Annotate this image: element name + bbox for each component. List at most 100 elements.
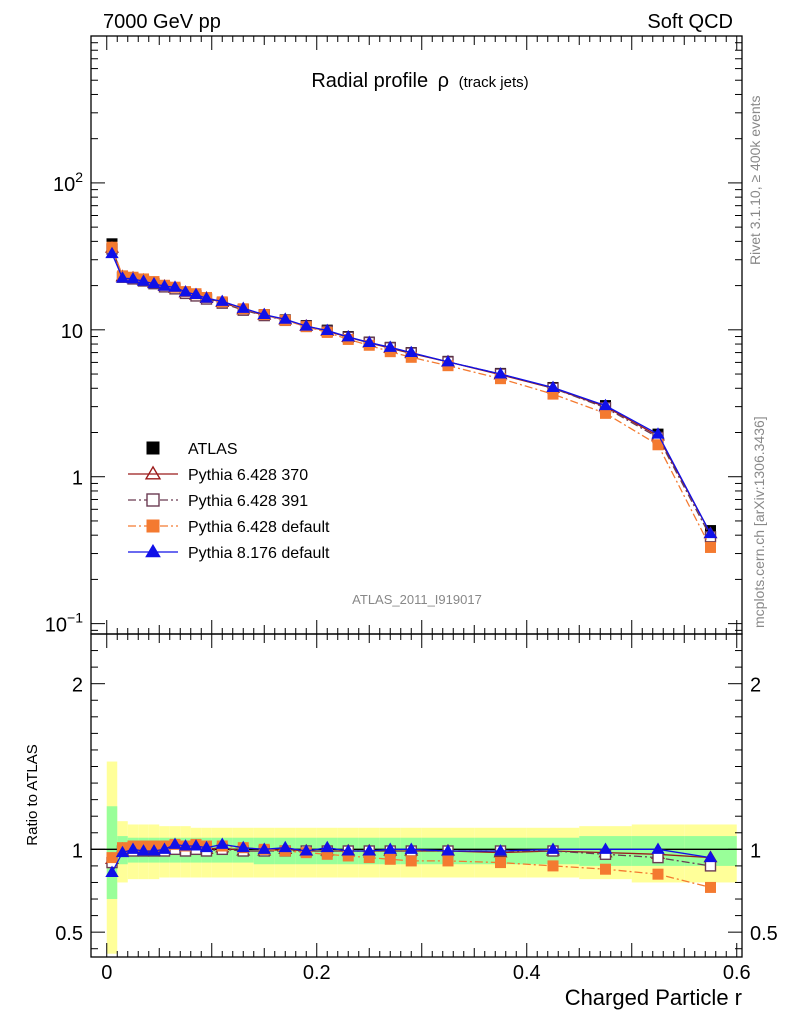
ratio-y-tick-label-right: 1 [750,840,761,862]
ratio-y-tick-label-left: 1 [72,840,83,862]
header-left-label: 7000 GeV pp [103,11,221,33]
ratio-point-pythia-8-176-default [341,844,355,856]
ratio-y-tick-label-left: 0.5 [55,923,83,945]
ratio-point-pythia-8-176-default [178,839,193,851]
ratio-point-pythia-8-176-default [493,844,508,856]
ratio-plot-panel: 0.5 0.5 1 1 2 2 0 0.2 0.4 0.6 Ratio to ATLAS [24,633,778,984]
x-tick-label: 0.6 [723,962,751,984]
ratio-point-pythia-8-176-default [598,842,613,854]
ratio-point-pythia-6-428-default [442,855,454,867]
main-point-pythia-6-428-default [705,541,716,553]
legend-label: ATLAS [188,441,238,458]
main-y-tick-label: 10 [61,321,83,343]
main-point-pythia-8-176-default [278,312,292,324]
side-label-mcplots: mcplots.cern.ch [arXiv:1306.3436] [751,416,767,628]
main-point-pythia-8-176-default [598,398,613,411]
main-point-pythia-8-176-default [136,274,151,286]
plot-title-suffix: (track jets) [459,74,529,91]
main-line-pythia-6-428-370 [111,247,712,534]
ratio-point-pythia-6-428-default [405,855,417,867]
x-tick-label: 0 [101,962,112,984]
main-point-pythia-8-176-default [105,246,119,259]
main-point-pythia-8-176-default [703,526,718,539]
legend-label: Pythia 6.428 391 [188,493,308,510]
ratio-point-pythia-8-176-default [105,865,119,878]
side-label-rivet: Rivet 3.1.10, ≥ 400k events [747,95,763,265]
ratio-point-pythia-8-176-default [362,844,376,856]
ratio-line-pythia-6-428-default [111,843,711,889]
ratio-point-pythia-6-428-391 [704,860,717,872]
ratio-point-pythia-8-176-default [157,842,172,854]
ratio-point-pythia-6-428-default [547,860,559,872]
analysis-id-label: ATLAS_2011_I919017 [352,592,482,607]
main-point-pythia-8-176-default [199,291,214,303]
main-y-tick-label: 1 [72,468,83,490]
plot-title-text: Radial profile [311,70,428,92]
main-point-pythia-8-176-default [362,335,376,347]
x-tick-labels: 0 0.2 0.4 0.6 [101,962,750,984]
legend-entry-pythia-8-176-default: Pythia 8.176 default [128,543,330,562]
legend-label: Pythia 6.428 default [188,519,330,536]
x-tick-label: 0.2 [303,962,331,984]
ratio-point-pythia-8-176-default [147,844,161,856]
ratio-point-pythia-8-176-default [441,844,455,856]
main-point-pythia-8-176-default [341,330,355,342]
plot-title: Radial profile ρ (track jets) [311,70,528,92]
main-point-pythia-8-176-default [157,279,172,291]
main-series-layer [104,238,718,553]
ratio-point-pythia-8-176-default [236,840,250,853]
ratio-point-pythia-8-176-default [546,842,560,854]
ratio-point-pythia-8-176-default [115,845,130,858]
ratio-point-pythia-8-176-default [136,844,151,856]
legend-entry-atlas: ATLAS [146,441,238,458]
main-point-pythia-8-176-default [168,280,182,292]
ratio-y-axis-label: Ratio to ATLAS [24,744,41,845]
ratio-point-pythia-8-176-default [199,840,214,853]
x-axis-label: Charged Particle r [565,985,742,1010]
main-point-pythia-8-176-default [404,345,418,358]
legend-marker [144,465,162,480]
main-series-pythia-8-176-default [105,246,718,539]
main-y-tick-label-base: 10 [45,615,67,637]
ratio-point-pythia-6-428-default [600,863,611,875]
main-point-pythia-8-176-default [215,294,229,306]
ratio-series-pythia-8-176-default [105,837,718,878]
main-point-pythia-8-176-default [383,340,397,352]
main-point-pythia-8-176-default [493,367,508,379]
ratio-plot-frame [90,633,743,958]
ratio-uncertainty-bands [106,761,737,954]
main-point-pythia-8-176-default [236,301,250,313]
main-y-tick-label: 102 [53,169,83,196]
legend-entry-pythia-6-428-391: Pythia 6.428 391 [128,493,308,510]
ratio-point-pythia-8-176-default [404,842,418,854]
main-point-pythia-8-176-default [126,272,140,284]
ratio-point-pythia-8-176-default [168,837,182,849]
ratio-point-pythia-6-428-default [652,868,664,880]
legend-marker [145,543,161,558]
ratio-y-tick-label-left: 2 [72,675,83,697]
ratio-point-pythia-8-176-default [320,840,334,853]
ratio-point-pythia-6-428-default [384,853,396,865]
main-point-pythia-8-176-default [178,285,193,297]
main-point-pythia-8-176-default [546,380,560,392]
legend-marker [146,441,160,455]
main-point-pythia-8-176-default [441,354,455,367]
ratio-point-pythia-6-428-default [106,852,118,864]
x-tick-label: 0.4 [513,962,541,984]
main-y-tick-label: 10−1 [45,610,83,637]
ratio-series-layer [104,837,718,893]
ratio-point-pythia-8-176-default [651,842,665,854]
ratio-y-tick-labels: 0.5 0.5 1 1 2 2 [55,675,778,945]
main-y-tick-label-exponent: −1 [67,610,83,626]
legend-entry-pythia-6-428-370: Pythia 6.428 370 [128,465,308,484]
ratio-axis-ticks [91,633,742,957]
main-y-tick-label-exponent: 2 [75,169,83,185]
main-point-pythia-8-176-default [320,323,334,335]
ratio-point-pythia-8-176-default [126,842,140,854]
main-series-atlas [106,238,716,537]
ratio-point-pythia-6-428-default [705,881,716,893]
ratio-point-pythia-8-176-default [257,842,271,854]
